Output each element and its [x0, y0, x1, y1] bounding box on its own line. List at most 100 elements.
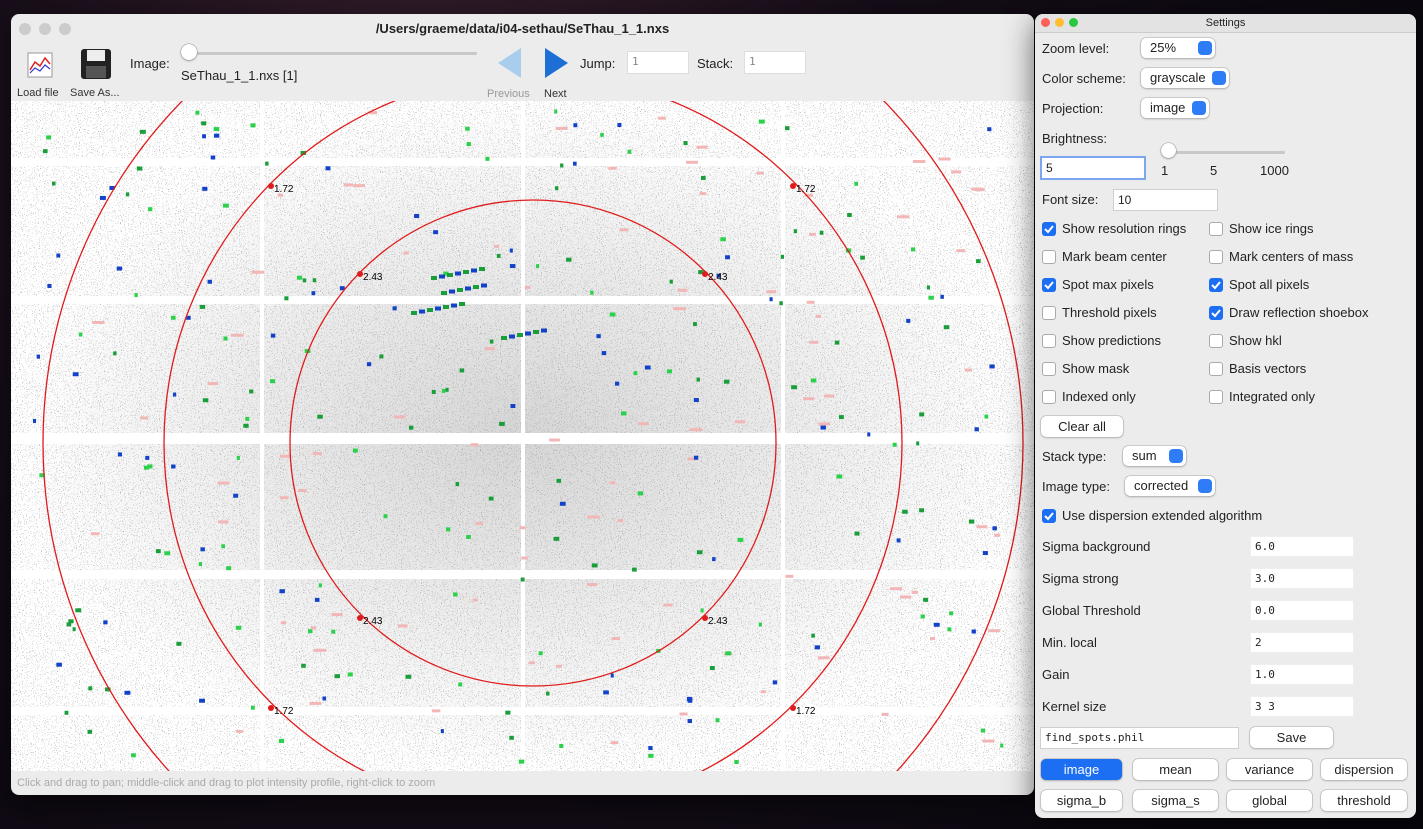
- spot: [699, 192, 707, 196]
- param-field[interactable]: 2: [1250, 632, 1354, 653]
- spot: [431, 709, 441, 713]
- checkbox-label: Basis vectors: [1229, 361, 1307, 376]
- spot: [766, 290, 777, 294]
- view-button[interactable]: variance: [1227, 759, 1312, 780]
- stack-type-select[interactable]: sum: [1123, 446, 1186, 466]
- spot: [411, 311, 417, 315]
- load-label[interactable]: Load file: [17, 87, 59, 99]
- save-icon[interactable]: [80, 48, 112, 80]
- spot: [117, 452, 123, 457]
- font-size-label: Font size:: [1042, 192, 1099, 207]
- checkbox[interactable]: [1042, 278, 1056, 292]
- spot: [760, 690, 766, 694]
- view-button[interactable]: sigma_b: [1041, 790, 1122, 811]
- image-slider[interactable]: [181, 52, 477, 55]
- checkbox[interactable]: [1209, 362, 1223, 376]
- checkbox[interactable]: [1042, 334, 1056, 348]
- spot: [566, 257, 572, 262]
- minimize-button[interactable]: [1055, 18, 1064, 27]
- minimize-button[interactable]: [39, 23, 51, 35]
- brightness-slider[interactable]: [1161, 151, 1285, 154]
- checkbox[interactable]: [1042, 250, 1056, 264]
- image-type-select[interactable]: corrected: [1125, 476, 1215, 496]
- spot: [902, 509, 908, 514]
- stack-type-value: sum: [1132, 448, 1157, 463]
- font-size-field[interactable]: 10: [1113, 189, 1218, 211]
- spot: [217, 481, 230, 485]
- spot: [202, 186, 208, 191]
- checkbox[interactable]: [1209, 334, 1223, 348]
- load-icon[interactable]: [25, 50, 55, 80]
- spot: [199, 304, 206, 309]
- zoom-button[interactable]: [1069, 18, 1078, 27]
- view-button[interactable]: image: [1041, 759, 1122, 780]
- spot: [938, 157, 951, 161]
- spot: [312, 278, 317, 283]
- zoom-select[interactable]: 25%: [1141, 38, 1215, 58]
- spot: [601, 351, 607, 356]
- checkbox[interactable]: [1209, 278, 1223, 292]
- param-field[interactable]: 6.0: [1250, 536, 1354, 557]
- checkbox[interactable]: [1042, 306, 1056, 320]
- clear-all-button[interactable]: Clear all: [1041, 416, 1123, 437]
- spot: [590, 290, 594, 295]
- checkbox[interactable]: [1209, 250, 1223, 264]
- checkbox[interactable]: [1042, 390, 1056, 404]
- slider-knob[interactable]: [181, 44, 197, 60]
- next-button[interactable]: [542, 46, 572, 80]
- param-field[interactable]: 1.0: [1250, 664, 1354, 685]
- param-field[interactable]: 0.0: [1250, 600, 1354, 621]
- spot: [313, 648, 326, 652]
- spot: [930, 637, 936, 641]
- stack-field[interactable]: 1: [744, 51, 806, 74]
- spot: [806, 300, 815, 304]
- view-button[interactable]: global: [1227, 790, 1312, 811]
- ring-point: [268, 183, 274, 189]
- spot: [785, 126, 790, 131]
- phil-field[interactable]: find_spots.phil: [1040, 727, 1239, 749]
- previous-button[interactable]: [495, 46, 525, 80]
- check-mark: [1044, 512, 1054, 521]
- param-field[interactable]: 3 3: [1250, 696, 1354, 717]
- view-button[interactable]: dispersion: [1321, 759, 1407, 780]
- checkbox[interactable]: [1209, 222, 1223, 236]
- color-select[interactable]: grayscale: [1141, 68, 1229, 88]
- spot: [951, 170, 962, 174]
- view-button[interactable]: threshold: [1321, 790, 1407, 811]
- diffraction-image[interactable]: 1.72 1.72 2.43 2.43 2.43 2.43 1.72 1.72: [11, 101, 1034, 771]
- spot: [72, 372, 79, 377]
- spot: [968, 519, 975, 524]
- zoom-button[interactable]: [59, 23, 71, 35]
- checkbox[interactable]: [1042, 222, 1056, 236]
- save-label[interactable]: Save As...: [70, 87, 120, 99]
- close-button[interactable]: [1041, 18, 1050, 27]
- spot: [494, 244, 500, 248]
- param-field[interactable]: 3.0: [1250, 568, 1354, 589]
- projection-select[interactable]: image: [1141, 98, 1209, 118]
- spot: [524, 285, 531, 289]
- checkbox[interactable]: [1042, 509, 1056, 523]
- brightness-knob[interactable]: [1161, 143, 1176, 158]
- next-label[interactable]: Next: [544, 88, 567, 100]
- spot: [501, 336, 507, 340]
- spot: [809, 232, 816, 236]
- checkbox[interactable]: [1209, 390, 1223, 404]
- spot: [431, 276, 437, 280]
- spot: [696, 550, 703, 555]
- spot: [455, 271, 461, 276]
- spot: [223, 336, 228, 341]
- spot: [87, 729, 92, 734]
- previous-label[interactable]: Previous: [487, 88, 530, 100]
- view-button[interactable]: sigma_s: [1133, 790, 1218, 811]
- jump-field[interactable]: 1: [627, 51, 689, 74]
- spot: [838, 415, 844, 420]
- checkbox[interactable]: [1042, 362, 1056, 376]
- brightness-field[interactable]: 5: [1040, 156, 1146, 180]
- spot: [509, 248, 513, 253]
- close-button[interactable]: [19, 23, 31, 35]
- spot: [325, 166, 331, 171]
- save-button[interactable]: Save: [1250, 727, 1333, 748]
- checkbox[interactable]: [1209, 306, 1223, 320]
- spot: [236, 455, 240, 460]
- view-button[interactable]: mean: [1133, 759, 1218, 780]
